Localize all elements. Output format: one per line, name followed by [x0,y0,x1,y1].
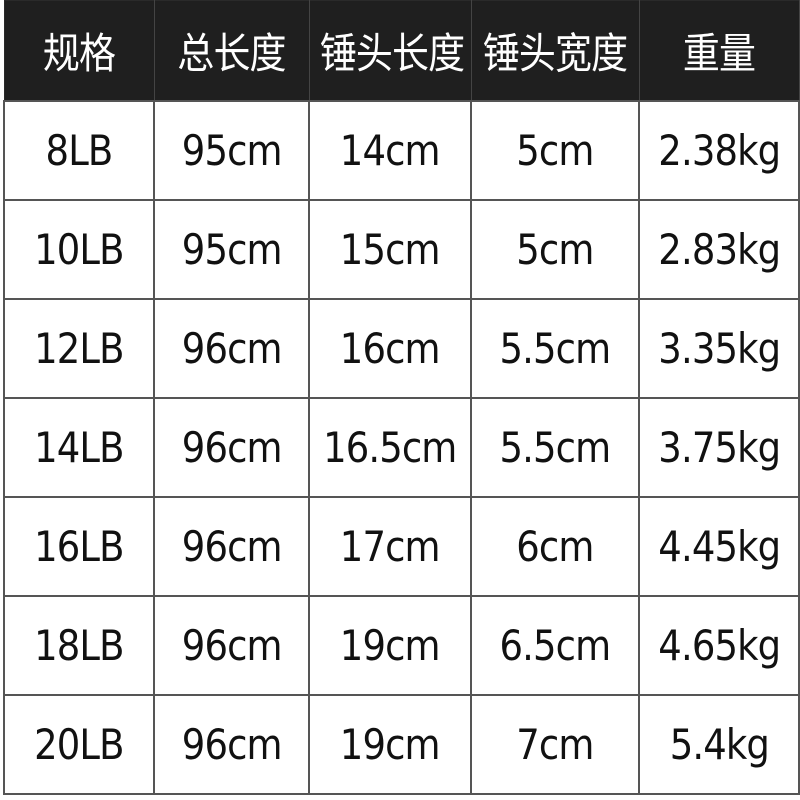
cell-spec: 18LB [3,595,155,696]
cell-value: 4.65kg [658,621,781,670]
cell-value: 16LB [34,522,124,571]
header-label: 总长度 [177,29,286,78]
cell-value: 96cm [181,720,283,769]
cell-value: 20LB [34,720,124,769]
cell-spec: 12LB [3,298,155,399]
header-label: 重量 [682,29,756,78]
cell-value: 7cm [516,720,594,769]
cell-value: 96cm [181,423,283,472]
cell-value: 3.35kg [658,324,781,373]
cell-value: 8LB [45,126,114,175]
cell-value: 5.4kg [669,720,769,769]
cell-head-length: 16.5cm [308,397,472,498]
header-row: 规格 总长度 锤头长度 锤头宽度 重量 [3,0,800,102]
cell-value: 2.83kg [658,225,781,274]
cell-value: 95cm [181,126,283,175]
header-total-length: 总长度 [153,0,310,102]
header-label: 规格 [42,29,116,78]
cell-head-width: 5.5cm [470,298,640,399]
cell-value: 96cm [181,522,283,571]
cell-weight: 5.4kg [638,694,800,795]
cell-head-length: 14cm [308,100,472,201]
cell-value: 96cm [181,324,283,373]
cell-spec: 20LB [3,694,155,795]
cell-weight: 2.38kg [638,100,800,201]
cell-spec: 8LB [3,100,155,201]
cell-head-width: 5.5cm [470,397,640,498]
cell-head-length: 19cm [308,595,472,696]
header-head-width: 锤头宽度 [470,0,640,102]
table-row: 10LB 95cm 15cm 5cm 2.83kg [3,199,800,300]
cell-weight: 4.65kg [638,595,800,696]
cell-head-length: 15cm [308,199,472,300]
header-label: 锤头长度 [319,29,464,78]
header-label: 锤头宽度 [482,29,628,78]
header-spec: 规格 [3,0,155,102]
cell-value: 2.38kg [658,126,781,175]
spec-table: 规格 总长度 锤头长度 锤头宽度 重量 8LB 95cm 14cm 5cm 2.38kg 10LB… [3,0,800,795]
cell-spec: 14LB [3,397,155,498]
cell-value: 19cm [340,621,441,670]
cell-value: 5cm [516,225,594,274]
table-row: 8LB 95cm 14cm 5cm 2.38kg [3,100,800,201]
table-row: 14LB 96cm 16.5cm 5.5cm 3.75kg [3,397,800,498]
cell-total-length: 95cm [153,199,310,300]
cell-head-length: 16cm [308,298,472,399]
cell-total-length: 96cm [153,496,310,597]
cell-value: 10LB [34,225,124,274]
cell-total-length: 96cm [153,595,310,696]
cell-total-length: 95cm [153,100,310,201]
cell-value: 18LB [34,621,124,670]
cell-value: 17cm [340,522,441,571]
cell-head-length: 17cm [308,496,472,597]
cell-value: 5.5cm [499,324,612,373]
cell-head-width: 7cm [470,694,640,795]
cell-value: 4.45kg [658,522,781,571]
cell-head-width: 5cm [470,100,640,201]
table-row: 16LB 96cm 17cm 6cm 4.45kg [3,496,800,597]
table-row: 20LB 96cm 19cm 7cm 5.4kg [3,694,800,795]
cell-value: 96cm [181,621,283,670]
cell-value: 16cm [340,324,441,373]
header-head-length: 锤头长度 [308,0,472,102]
cell-head-width: 6.5cm [470,595,640,696]
cell-value: 6cm [516,522,594,571]
cell-head-width: 6cm [470,496,640,597]
cell-spec: 16LB [3,496,155,597]
cell-total-length: 96cm [153,694,310,795]
cell-total-length: 96cm [153,298,310,399]
cell-total-length: 96cm [153,397,310,498]
cell-value: 3.75kg [658,423,781,472]
cell-value: 5.5cm [499,423,612,472]
cell-weight: 4.45kg [638,496,800,597]
cell-value: 16.5cm [323,423,457,472]
cell-weight: 3.35kg [638,298,800,399]
cell-head-length: 19cm [308,694,472,795]
cell-value: 15cm [340,225,441,274]
cell-value: 14LB [34,423,124,472]
cell-value: 5cm [516,126,594,175]
cell-value: 14cm [340,126,441,175]
cell-weight: 3.75kg [638,397,800,498]
cell-value: 19cm [340,720,441,769]
table-row: 12LB 96cm 16cm 5.5cm 3.35kg [3,298,800,399]
cell-spec: 10LB [3,199,155,300]
header-weight: 重量 [638,0,800,102]
table-row: 18LB 96cm 19cm 6.5cm 4.65kg [3,595,800,696]
cell-value: 95cm [181,225,283,274]
cell-head-width: 5cm [470,199,640,300]
cell-weight: 2.83kg [638,199,800,300]
cell-value: 12LB [34,324,124,373]
cell-value: 6.5cm [499,621,612,670]
